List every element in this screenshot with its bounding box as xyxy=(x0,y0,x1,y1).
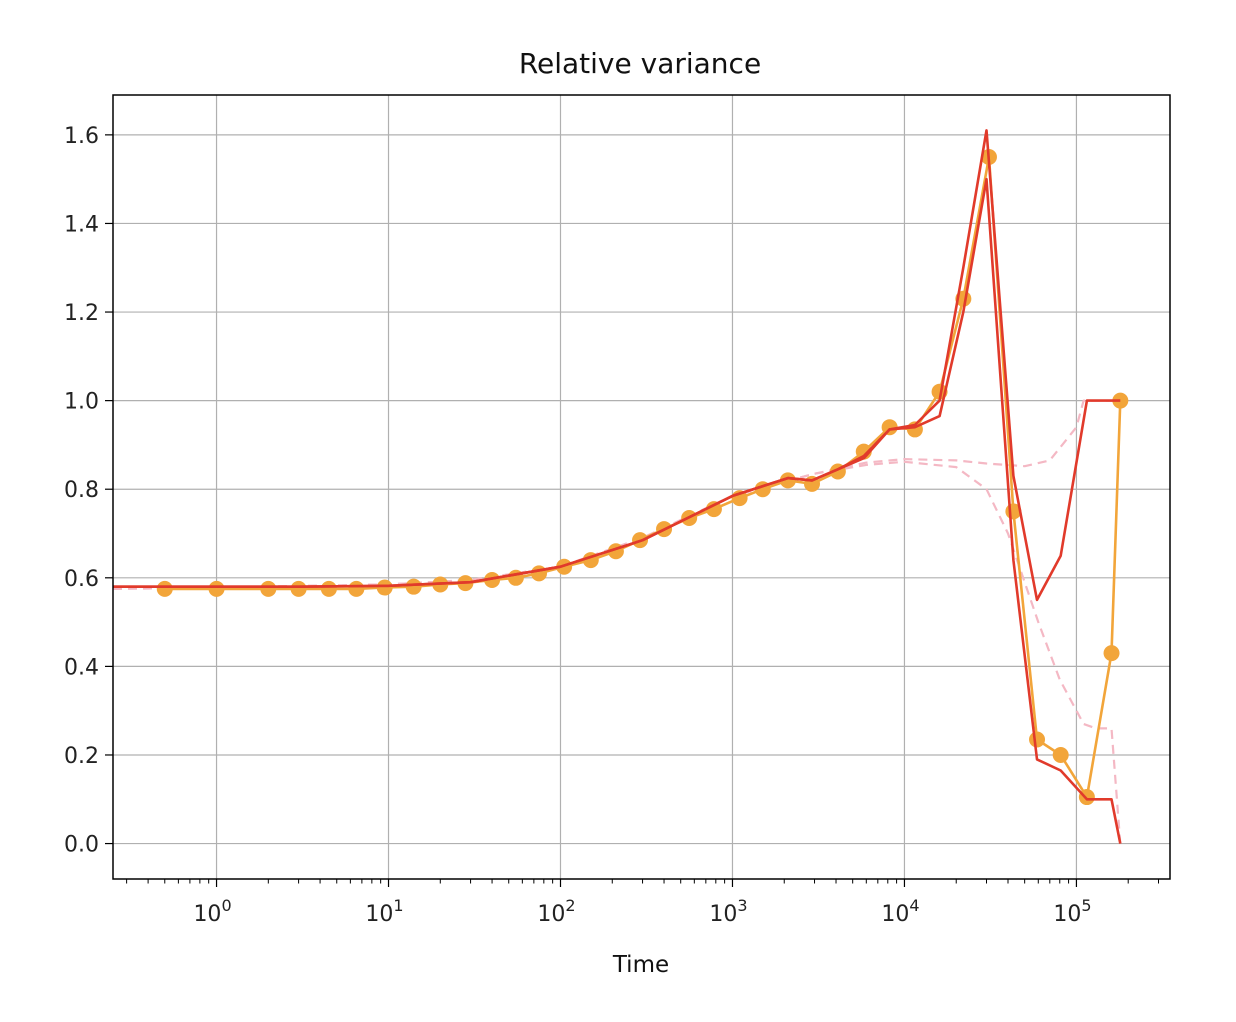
x-tick-label-base: 10 xyxy=(709,902,737,927)
y-tick-label: 1.4 xyxy=(64,212,99,237)
x-tick-label: 104 xyxy=(881,896,919,927)
plot-area-frame xyxy=(112,94,1171,880)
series-lines xyxy=(112,129,1129,844)
x-tick-label-base: 10 xyxy=(1053,902,1081,927)
data-point-marker xyxy=(531,565,548,582)
data-point-marker xyxy=(1052,746,1069,763)
data-point-marker xyxy=(290,580,307,597)
x-tick-label: 105 xyxy=(1053,896,1091,927)
data-point-marker xyxy=(705,501,722,518)
x-tick-label: 100 xyxy=(193,896,231,927)
x-tick-label: 103 xyxy=(709,896,747,927)
data-point-marker xyxy=(376,579,393,596)
x-tick-label: 102 xyxy=(537,896,575,927)
data-point-marker xyxy=(208,580,225,597)
x-tick-label-exponent: 0 xyxy=(221,896,231,915)
y-tick-label: 1.2 xyxy=(64,301,99,326)
data-point-marker xyxy=(1029,731,1046,748)
y-tick-label: 0.0 xyxy=(64,833,99,858)
x-tick-label-exponent: 2 xyxy=(565,896,575,915)
data-point-marker xyxy=(1112,392,1129,409)
data-point-marker xyxy=(1103,645,1120,662)
y-tick-label: 0.8 xyxy=(64,478,99,503)
data-point-marker xyxy=(260,580,277,597)
data-point-marker xyxy=(320,580,337,597)
data-point-marker xyxy=(405,578,422,595)
x-tick-label-base: 10 xyxy=(193,902,221,927)
x-tick-label-base: 10 xyxy=(881,902,909,927)
data-point-marker xyxy=(348,580,365,597)
data-point-marker xyxy=(484,572,501,589)
axis-ticks: 100 101 102 103 104 1050.00.20.40.60.81.01.21… xyxy=(64,124,1159,927)
series-line xyxy=(113,177,1122,844)
x-tick-label-base: 10 xyxy=(537,902,565,927)
x-tick-label-exponent: 1 xyxy=(393,896,403,915)
chart-title: Relative variance xyxy=(519,47,761,80)
y-tick-label: 1.0 xyxy=(64,390,99,415)
y-tick-label: 0.4 xyxy=(64,655,99,680)
x-tick-label: 101 xyxy=(365,896,403,927)
data-point-marker xyxy=(881,419,898,436)
dashed-series-line xyxy=(112,460,1122,844)
x-tick-label-exponent: 5 xyxy=(1081,896,1091,915)
y-tick-label: 0.2 xyxy=(64,744,99,769)
x-tick-label-exponent: 4 xyxy=(909,896,919,915)
data-point-marker xyxy=(779,472,796,489)
data-point-marker xyxy=(156,580,173,597)
y-tick-label: 1.6 xyxy=(64,124,99,149)
x-tick-label-exponent: 3 xyxy=(737,896,747,915)
x-tick-label-base: 10 xyxy=(365,902,393,927)
y-tick-label: 0.6 xyxy=(64,567,99,592)
x-axis-label: Time xyxy=(612,952,669,978)
